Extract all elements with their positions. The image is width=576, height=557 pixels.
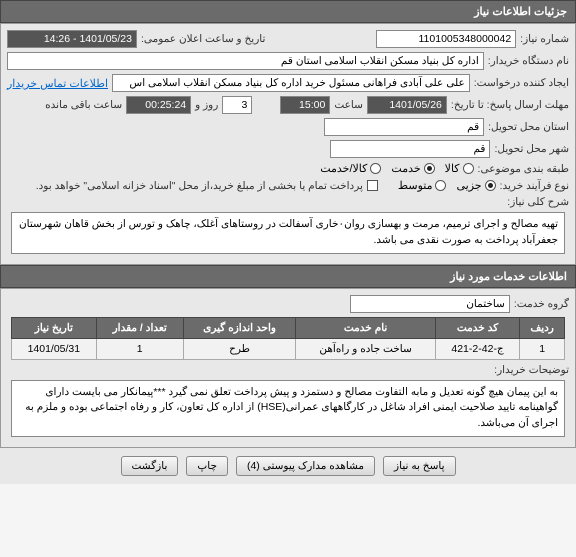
col-code: کد خدمت: [435, 317, 519, 338]
proc-minor-label: جزیی: [456, 179, 481, 192]
need-no-value: 1101005348000042: [376, 30, 516, 48]
topic-service-radio[interactable]: خدمت: [391, 162, 434, 175]
print-button[interactable]: چاپ: [186, 456, 228, 476]
proc-radio-group: جزیی متوسط: [398, 179, 496, 192]
desc-label: شرح کلی نیاز:: [507, 196, 569, 208]
cell-code: ج-42-2-421: [435, 338, 519, 359]
proc-minor-radio[interactable]: جزیی: [456, 179, 495, 192]
need-no-label: شماره نیاز:: [520, 33, 569, 45]
proc-medium-label: متوسط: [398, 179, 433, 192]
cell-date: 1401/05/31: [12, 338, 97, 359]
table-row[interactable]: 1 ج-42-2-421 ساخت جاده و راه‌آهن طرح 1 1…: [12, 338, 565, 359]
cell-row: 1: [520, 338, 565, 359]
notes-text: به این پیمان هیچ گونه تعدیل و مابه التفا…: [11, 380, 565, 437]
partial-pay-checkbox[interactable]: [367, 180, 378, 191]
deadline-date: 1401/05/26: [367, 96, 447, 114]
announce-label: تاریخ و ساعت اعلان عمومی:: [141, 33, 265, 45]
table-header-row: ردیف کد خدمت نام خدمت واحد اندازه گیری ت…: [12, 317, 565, 338]
topic-goods-label: کالا: [445, 162, 460, 175]
deadline-time: 15:00: [280, 96, 330, 114]
attachments-button[interactable]: مشاهده مدارک پیوستی (4): [236, 456, 375, 476]
announce-value: 1401/05/23 - 14:26: [7, 30, 137, 48]
cell-name: ساخت جاده و راه‌آهن: [296, 338, 436, 359]
time-label: ساعت: [334, 99, 363, 111]
topic-label: طبقه بندی موضوعی:: [478, 163, 569, 175]
col-date: تاریخ نیاز: [12, 317, 97, 338]
topic-service-label: خدمت: [391, 162, 420, 175]
buyer-org-value: اداره کل بنیاد مسکن انقلاب اسلامی استان …: [7, 52, 484, 70]
requester-value: علی علی آبادی فراهانی مسئول خرید اداره ک…: [112, 74, 470, 92]
topic-goods-radio[interactable]: کالا: [445, 162, 474, 175]
deadline-label: مهلت ارسال پاسخ: تا تاریخ:: [451, 99, 569, 111]
remain-label: ساعت باقی مانده: [45, 99, 122, 111]
buyer-org-label: نام دستگاه خریدار:: [488, 55, 569, 67]
desc-text: تهیه مصالح و اجرای ترمیم، مرمت و بهسازی …: [11, 212, 565, 254]
group-value: ساختمان: [350, 295, 510, 313]
col-row: ردیف: [520, 317, 565, 338]
cell-qty: 1: [96, 338, 183, 359]
days-value: 3: [222, 96, 252, 114]
group-label: گروه خدمت:: [514, 298, 569, 310]
buyer-contact-link[interactable]: اطلاعات تماس خریدار: [7, 77, 108, 90]
days-label: روز و: [195, 99, 218, 111]
requester-label: ایجاد کننده درخواست:: [474, 77, 569, 89]
city-label: شهر محل تحویل:: [494, 143, 569, 155]
proc-medium-radio[interactable]: متوسط: [398, 179, 447, 192]
province-label: استان محل تحویل:: [488, 121, 569, 133]
partial-pay-label: پرداخت تمام یا بخشی از مبلغ خرید،از محل …: [36, 180, 363, 192]
notes-label: توضیحات خریدار:: [494, 364, 569, 376]
services-table: ردیف کد خدمت نام خدمت واحد اندازه گیری ت…: [11, 317, 565, 360]
reply-button[interactable]: پاسخ به نیاز: [383, 456, 455, 476]
countdown: 00:25:24: [126, 96, 191, 114]
form-panel: شماره نیاز: 1101005348000042 تاریخ و ساع…: [0, 23, 576, 265]
back-button[interactable]: بازگشت: [121, 456, 179, 476]
services-header: اطلاعات خدمات مورد نیاز: [0, 265, 576, 288]
services-panel: گروه خدمت: ساختمان ردیف کد خدمت نام خدمت…: [0, 288, 576, 448]
topic-radio-group: کالا خدمت کالا/خدمت: [320, 162, 473, 175]
button-bar: پاسخ به نیاز مشاهده مدارک پیوستی (4) چاپ…: [0, 448, 576, 484]
topic-both-radio[interactable]: کالا/خدمت: [320, 162, 381, 175]
province-value: قم: [324, 118, 484, 136]
col-qty: تعداد / مقدار: [96, 317, 183, 338]
topic-both-label: کالا/خدمت: [320, 162, 367, 175]
details-header: جزئیات اطلاعات نیاز: [0, 0, 576, 23]
col-unit: واحد اندازه گیری: [183, 317, 296, 338]
col-name: نام خدمت: [296, 317, 436, 338]
city-value: قم: [330, 140, 490, 158]
cell-unit: طرح: [183, 338, 296, 359]
proc-label: نوع فرآیند خرید:: [500, 180, 569, 192]
